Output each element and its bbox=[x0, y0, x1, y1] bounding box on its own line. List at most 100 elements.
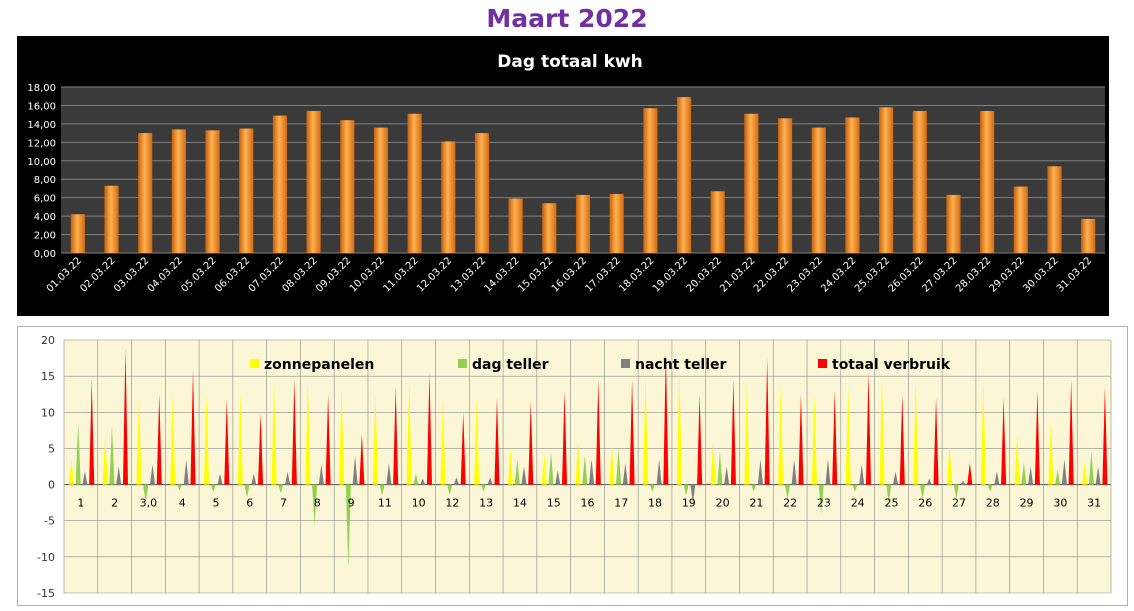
chart2-spike-dag-teller bbox=[886, 484, 892, 503]
chart1-ytick-label: 6,00 bbox=[34, 194, 56, 205]
chart2-spike-nacht-teller bbox=[386, 462, 392, 485]
chart2-spike-totaal-verbruik bbox=[528, 401, 534, 485]
chart2-spike-nacht-teller bbox=[757, 459, 763, 485]
chart2-xtick-label: 11 bbox=[378, 497, 392, 510]
chart2-spike-dag-teller bbox=[278, 484, 284, 494]
chart2-spike-dag-teller bbox=[514, 459, 520, 485]
chart2-spike-zonnepanelen bbox=[474, 397, 480, 485]
chart2-spike-nacht-teller bbox=[656, 459, 662, 485]
chart1-bar bbox=[575, 194, 591, 253]
chart2-spike-zonnepanelen bbox=[575, 442, 581, 485]
chart2-xtick-label: 28 bbox=[986, 497, 1000, 510]
chart2-legend-swatch bbox=[458, 359, 467, 368]
chart2-spike-nacht-teller bbox=[116, 466, 122, 485]
chart2-spike-nacht-teller bbox=[1028, 466, 1034, 485]
chart2-xtick-label: 12 bbox=[445, 497, 459, 510]
chart1-ytick-label: 0,00 bbox=[34, 249, 56, 260]
chart2-spike-totaal-verbruik bbox=[663, 350, 669, 485]
chart2-spike-dag-teller bbox=[1021, 462, 1027, 485]
chart2-spike-zonnepanelen bbox=[879, 377, 885, 485]
chart2-spike-zonnepanelen bbox=[1082, 462, 1088, 485]
chart2-spike-nacht-teller bbox=[183, 459, 189, 485]
chart2-spike-nacht-teller bbox=[926, 478, 932, 485]
chart2-spike-zonnepanelen bbox=[305, 379, 311, 485]
chart2-spike-totaal-verbruik bbox=[832, 390, 838, 485]
chart2-spike-nacht-teller bbox=[1061, 459, 1067, 485]
chart1-bar bbox=[1081, 218, 1096, 253]
chart2-xtick-label: 21 bbox=[749, 497, 763, 510]
chart2-spike-totaal-verbruik bbox=[122, 348, 129, 485]
chart2-spike-totaal-verbruik bbox=[156, 394, 162, 485]
chart2-legend-swatch bbox=[250, 359, 259, 368]
chart2-spike-nacht-teller bbox=[589, 459, 595, 485]
chart1-bar bbox=[980, 110, 995, 253]
chart2-spike-totaal-verbruik bbox=[258, 413, 264, 485]
chart1-bar bbox=[373, 127, 389, 253]
chart2-spike-dag-teller bbox=[751, 484, 757, 492]
chart2-spike-dag-teller bbox=[818, 484, 824, 514]
chart1-bar bbox=[70, 214, 85, 253]
chart2-xtick-label: 5 bbox=[212, 497, 219, 510]
chart2-spike-totaal-verbruik bbox=[1068, 379, 1074, 485]
chart1-bar bbox=[879, 107, 894, 254]
chart2-spike-nacht-teller bbox=[960, 480, 966, 485]
chart2-legend-swatch bbox=[621, 359, 630, 368]
chart2-spike-dag-teller bbox=[345, 484, 351, 568]
chart2-spike-nacht-teller bbox=[825, 459, 831, 485]
chart2-ytick-label: 20 bbox=[41, 334, 55, 347]
chart1-ytick-label: 18,00 bbox=[27, 83, 56, 94]
chart2-spike-totaal-verbruik bbox=[764, 358, 770, 485]
chart2-spike-dag-teller bbox=[649, 484, 655, 492]
chart2-legend-swatch bbox=[818, 359, 827, 368]
chart2-xtick-label: 6 bbox=[246, 497, 253, 510]
chart2-spike-totaal-verbruik bbox=[1001, 397, 1007, 485]
chart2-spike-zonnepanelen bbox=[372, 392, 378, 485]
chart2-spike-totaal-verbruik bbox=[933, 397, 939, 485]
chart2-spike-totaal-verbruik bbox=[1102, 386, 1108, 485]
chart2-spike-dag-teller bbox=[447, 484, 453, 496]
chart2-spike-zonnepanelen bbox=[913, 379, 919, 485]
chart2-ytick-label: -10 bbox=[37, 551, 55, 564]
chart2-spike-nacht-teller bbox=[352, 455, 358, 485]
chart2-xtick-label: 4 bbox=[179, 497, 186, 510]
chart1-bar bbox=[272, 115, 287, 253]
chart1-bar bbox=[239, 128, 254, 253]
chart2-xtick-label: 31 bbox=[1087, 497, 1101, 510]
chart2-xtick-label: 9 bbox=[348, 497, 355, 510]
chart2-spike-totaal-verbruik bbox=[325, 394, 331, 485]
chart2-spike-totaal-verbruik bbox=[359, 433, 365, 485]
chart1-bar bbox=[609, 193, 624, 253]
chart2-xtick-label: 2 bbox=[111, 497, 118, 510]
chart2-xtick-label: 1 bbox=[77, 497, 84, 510]
chart2-spike-zonnepanelen bbox=[203, 394, 210, 485]
chart2-spike-zonnepanelen bbox=[406, 381, 412, 485]
chart2-xtick-label: 20 bbox=[716, 497, 730, 510]
chart1-bar bbox=[407, 113, 422, 253]
chart2-spike-zonnepanelen bbox=[744, 383, 750, 485]
chart2-spike-nacht-teller bbox=[555, 470, 561, 485]
chart1-title: Dag totaal kwh bbox=[497, 52, 642, 72]
chart1-bar bbox=[205, 130, 220, 253]
chart2-spike-dag-teller bbox=[717, 452, 723, 485]
chart2-spike-dag-teller bbox=[616, 448, 622, 485]
chart2-spike-nacht-teller bbox=[724, 466, 730, 485]
chart1-bar bbox=[710, 191, 725, 253]
chart2-spike-nacht-teller bbox=[791, 459, 797, 485]
chart2-spike-totaal-verbruik bbox=[190, 368, 196, 485]
chart2-spike-nacht-teller bbox=[149, 464, 156, 485]
chart2-xtick-label: 23 bbox=[817, 497, 831, 510]
chart2-xtick-label: 25 bbox=[884, 497, 898, 510]
chart1-bar bbox=[306, 110, 321, 253]
chart2-spike-nacht-teller bbox=[892, 471, 899, 485]
chart2-xtick-label: 16 bbox=[581, 497, 595, 510]
chart2-spike-nacht-teller bbox=[690, 484, 696, 503]
chart2-spike-zonnepanelen bbox=[339, 386, 345, 485]
chart1-bar bbox=[171, 129, 186, 253]
chart2-spike-zonnepanelen bbox=[440, 401, 446, 485]
chart2-spike-nacht-teller bbox=[318, 464, 324, 485]
chart2-spike-zonnepanelen bbox=[136, 397, 142, 485]
chart2-spike-totaal-verbruik bbox=[730, 379, 736, 485]
chart2-spike-zonnepanelen bbox=[609, 444, 615, 485]
chart2-xtick-label: 18 bbox=[648, 497, 662, 510]
chart1-bar bbox=[542, 203, 557, 253]
